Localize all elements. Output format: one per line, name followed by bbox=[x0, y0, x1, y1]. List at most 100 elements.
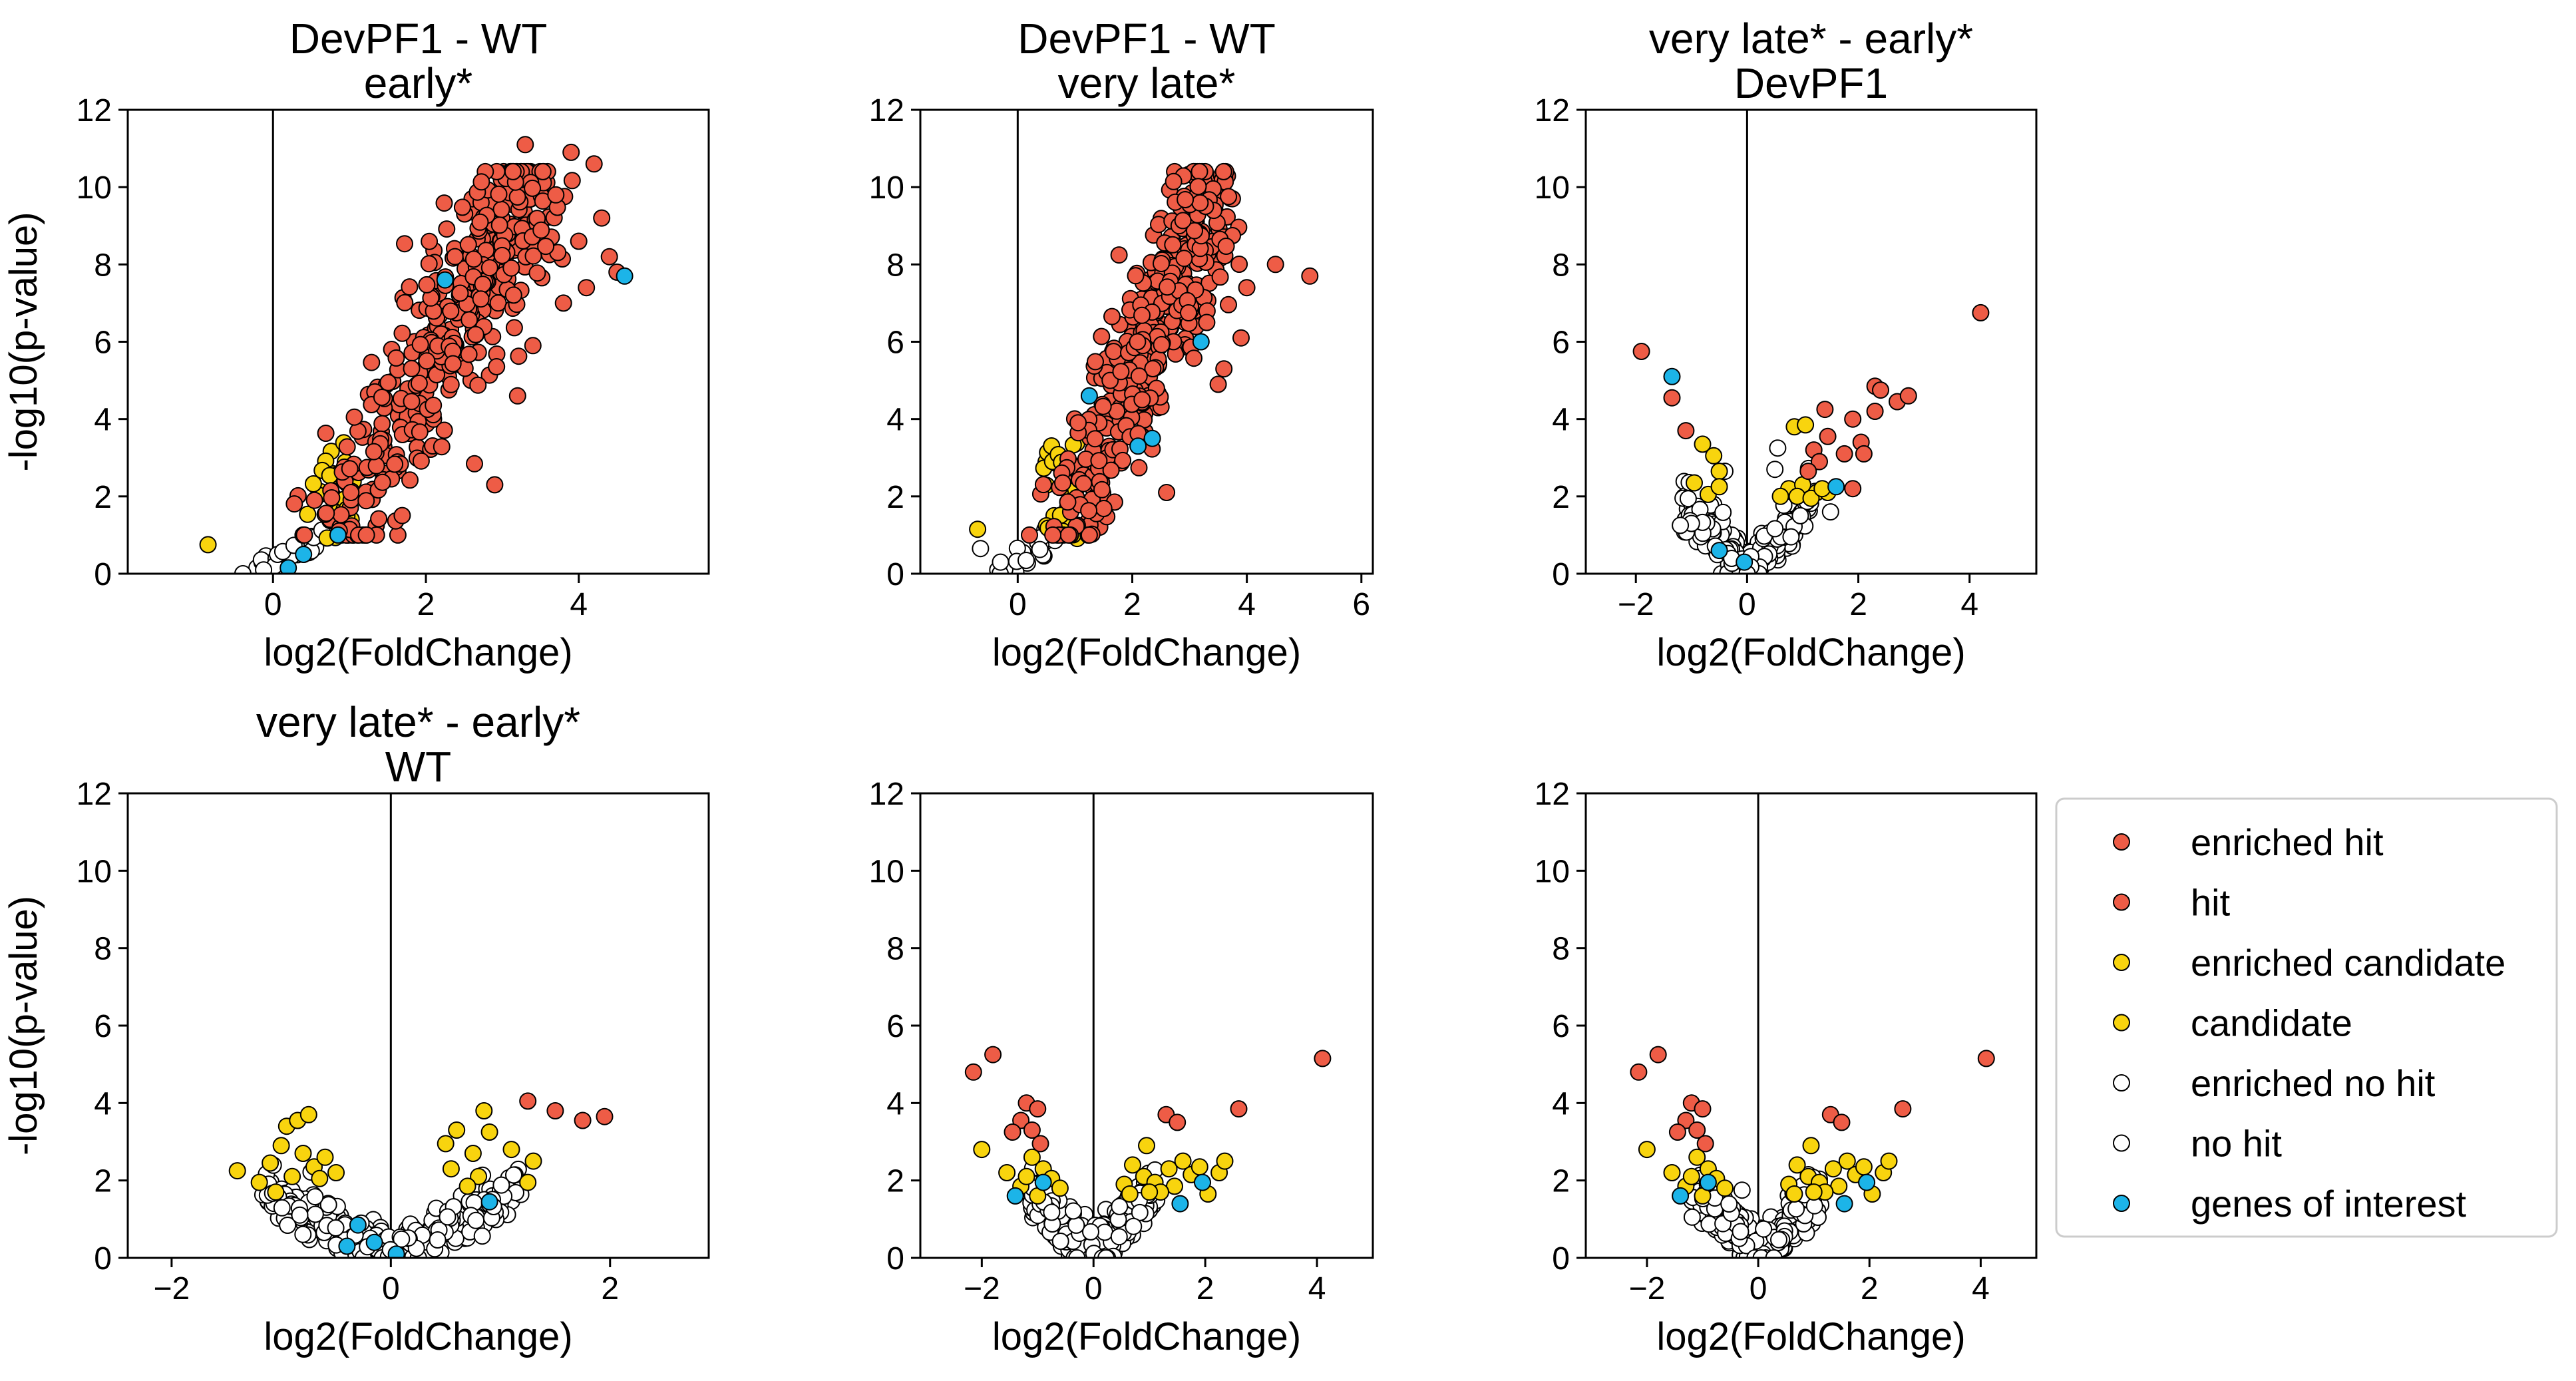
hit-point bbox=[367, 457, 385, 475]
no-hit-point bbox=[1770, 1231, 1787, 1249]
hit-point bbox=[1835, 445, 1853, 463]
hit-point bbox=[1093, 481, 1111, 498]
hit-point bbox=[1177, 191, 1195, 208]
hit-point bbox=[537, 238, 555, 256]
no-hit-point bbox=[319, 1196, 337, 1214]
hit-point bbox=[444, 355, 462, 373]
hit-point bbox=[438, 220, 456, 238]
hit-point bbox=[546, 1102, 564, 1119]
x-tick-label: 2 bbox=[1123, 587, 1141, 622]
no-hit-point bbox=[294, 1225, 312, 1243]
hit-point bbox=[1169, 1113, 1187, 1131]
candidate-point bbox=[1716, 1179, 1734, 1197]
points bbox=[228, 1092, 614, 1258]
x-tick-label: 0 bbox=[382, 1271, 400, 1306]
candidate-point bbox=[969, 520, 987, 538]
y-tick-label: 8 bbox=[1552, 932, 1570, 967]
candidate-point bbox=[1880, 1152, 1898, 1170]
hit-point bbox=[554, 294, 572, 312]
x-tick-label: 2 bbox=[417, 587, 435, 622]
candidate-point bbox=[1802, 1137, 1820, 1155]
x-axis-label: log2(FoldChange) bbox=[1656, 1315, 1965, 1358]
x-tick-label: 2 bbox=[1849, 587, 1867, 622]
hit-point bbox=[1093, 327, 1111, 345]
no-hit-point bbox=[492, 1176, 510, 1194]
no-hit-point bbox=[429, 1231, 447, 1249]
candidate-point bbox=[267, 1183, 285, 1201]
gene-of-interest-point bbox=[338, 1237, 356, 1255]
hit-point bbox=[1217, 238, 1235, 255]
hit-point bbox=[1844, 410, 1862, 428]
no-hit-point bbox=[1017, 552, 1035, 569]
hit-point bbox=[1191, 194, 1209, 212]
hit-point bbox=[1069, 414, 1087, 432]
hit-point bbox=[489, 294, 507, 312]
hit-point bbox=[502, 259, 520, 277]
legend-marker bbox=[2113, 833, 2130, 851]
hit-point bbox=[1186, 222, 1203, 240]
hit-point bbox=[1029, 1100, 1047, 1118]
candidate-point bbox=[228, 1162, 246, 1180]
x-tick-label: 2 bbox=[601, 1271, 619, 1306]
candidate-point bbox=[464, 1145, 482, 1162]
x-tick-label: −2 bbox=[1629, 1271, 1666, 1306]
hit-point bbox=[1677, 422, 1695, 440]
points bbox=[969, 162, 1319, 574]
x-tick-label: 0 bbox=[264, 587, 282, 622]
no-hit-point bbox=[1031, 540, 1049, 558]
gene-of-interest-point bbox=[436, 271, 454, 289]
legend-label: enriched hit bbox=[2191, 821, 2384, 863]
hit-point bbox=[1677, 1111, 1695, 1129]
x-tick-label: 0 bbox=[1009, 587, 1027, 622]
candidate-point bbox=[1121, 1185, 1139, 1203]
no-hit-point bbox=[473, 1227, 491, 1245]
hit-point bbox=[459, 236, 477, 254]
hit-point bbox=[1189, 178, 1207, 196]
gene-of-interest-point bbox=[1194, 1173, 1211, 1191]
hit-point bbox=[1130, 459, 1148, 477]
gene-of-interest-point bbox=[1710, 542, 1728, 560]
candidate-point bbox=[998, 1164, 1016, 1181]
legend-marker bbox=[2113, 1014, 2130, 1032]
hit-point bbox=[1174, 212, 1192, 230]
chart-title-line2: early* bbox=[364, 59, 473, 107]
candidate-point bbox=[304, 475, 322, 493]
hit-point bbox=[1087, 353, 1104, 371]
gene-of-interest-point bbox=[387, 1245, 405, 1258]
hit-point bbox=[1811, 453, 1828, 471]
candidate-point bbox=[1216, 1152, 1234, 1170]
legend-label: no hit bbox=[2191, 1123, 2282, 1165]
candidate-point bbox=[1174, 1152, 1192, 1170]
candidate-point bbox=[250, 1173, 268, 1191]
candidate-point bbox=[480, 1123, 498, 1141]
hit-point bbox=[466, 325, 484, 343]
candidate-point bbox=[299, 1105, 317, 1123]
hit-point bbox=[1175, 250, 1193, 268]
no-hit-point bbox=[1067, 1216, 1085, 1234]
hit-point bbox=[403, 359, 421, 377]
candidate-point bbox=[1141, 1183, 1159, 1201]
chart-title-line2: WT bbox=[385, 743, 452, 791]
candidate-point bbox=[502, 1141, 520, 1159]
x-axis-label: log2(FoldChange) bbox=[264, 1315, 572, 1358]
gene-of-interest-point bbox=[1827, 478, 1845, 496]
y-tick-label: 12 bbox=[1535, 93, 1570, 128]
candidate-point bbox=[1710, 463, 1728, 481]
chart-title-line1: DevPF1 - WT bbox=[1017, 15, 1276, 63]
hit-point bbox=[1266, 256, 1284, 274]
hit-point bbox=[510, 347, 528, 365]
hit-point bbox=[418, 352, 436, 370]
no-hit-point bbox=[255, 561, 273, 574]
hit-point bbox=[1696, 1135, 1714, 1153]
hit-point bbox=[446, 248, 464, 266]
hit-point bbox=[1211, 268, 1229, 286]
candidate-point bbox=[1797, 416, 1815, 434]
y-tick-label: 10 bbox=[77, 170, 112, 206]
hit-point bbox=[365, 443, 383, 461]
hit-point bbox=[1130, 367, 1148, 385]
no-hit-point bbox=[1068, 1249, 1086, 1258]
hit-point bbox=[396, 294, 414, 311]
x-tick-label: 4 bbox=[1238, 587, 1256, 622]
no-hit-point bbox=[279, 1217, 297, 1234]
candidate-point bbox=[272, 1137, 290, 1155]
